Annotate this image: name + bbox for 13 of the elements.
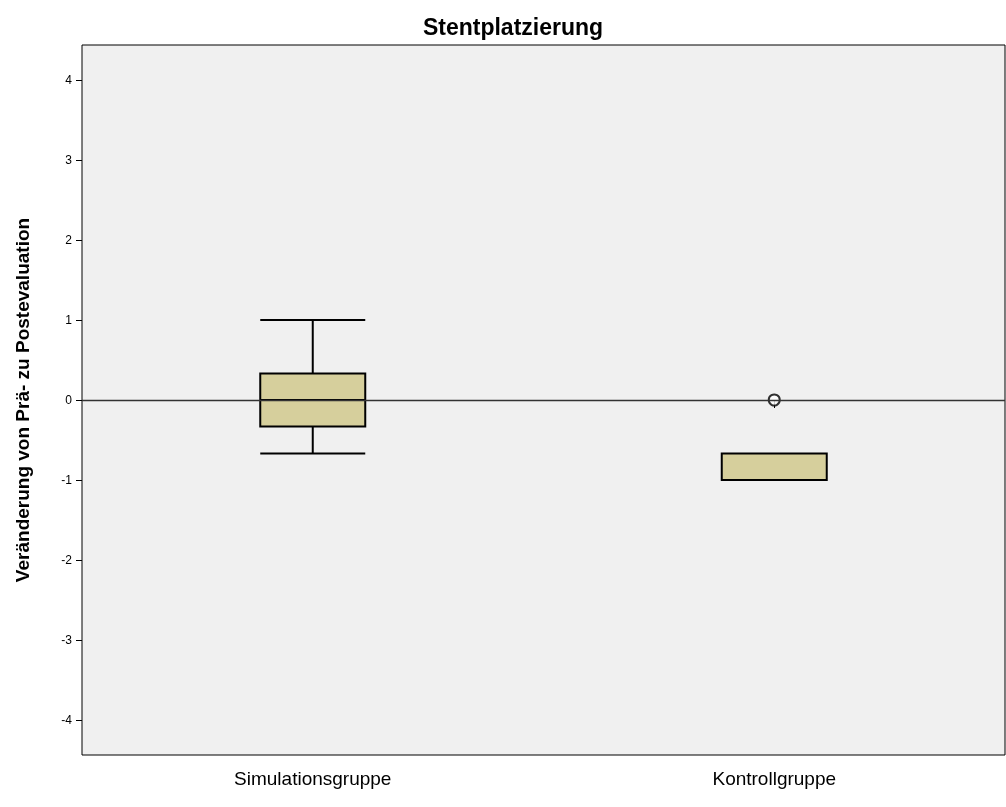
y-tick-label: 3 bbox=[65, 153, 73, 168]
y-axis-title: Veränderung von Prä- zu Postevaluation bbox=[12, 217, 33, 583]
y-tick-label: 0 bbox=[65, 393, 73, 407]
y-tick-label: -2 bbox=[61, 552, 73, 567]
y-tick-label: -4 bbox=[61, 712, 73, 727]
chart-title: Stentplatzierung bbox=[422, 13, 604, 40]
y-tick-label: -3 bbox=[61, 632, 73, 647]
x-tick-label: Simulationsgruppe bbox=[234, 768, 392, 789]
y-tick-label: 4 bbox=[65, 73, 73, 88]
y-tick-label: -1 bbox=[61, 472, 73, 487]
x-tick-label: Kontrollgruppe bbox=[712, 768, 837, 789]
y-tick-label: 2 bbox=[65, 233, 73, 248]
y-tick-label: 1 bbox=[65, 313, 73, 328]
